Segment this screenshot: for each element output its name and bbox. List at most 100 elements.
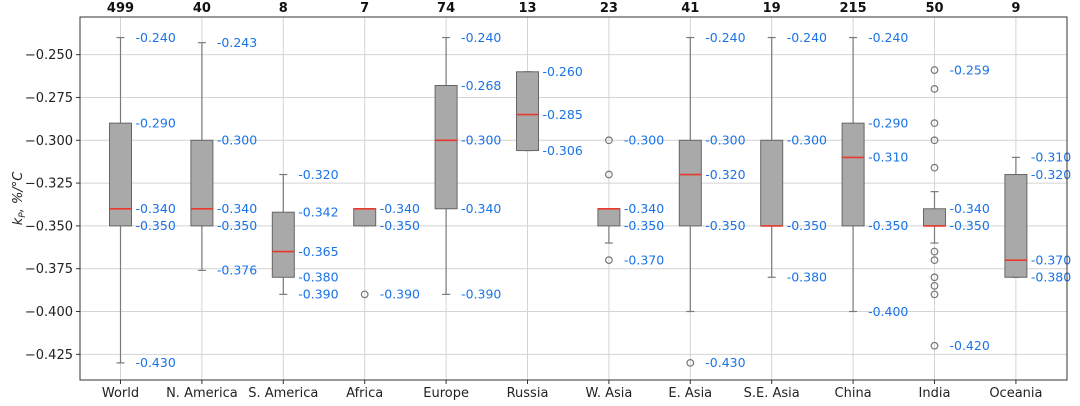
x-tick-label: S. America: [248, 386, 318, 401]
sample-count-label: 9: [1011, 1, 1020, 16]
value-label: -0.259: [950, 62, 990, 77]
box-russia: [516, 71, 539, 152]
value-label: -0.260: [543, 64, 583, 79]
box-world: [109, 122, 132, 227]
value-label: -0.300: [787, 133, 827, 148]
value-label: -0.240: [136, 30, 176, 45]
value-label: -0.290: [868, 115, 908, 130]
outlier-point: [605, 256, 613, 265]
value-label: -0.240: [787, 30, 827, 45]
outlier-point: [360, 290, 369, 299]
x-tick-label: Africa: [346, 386, 383, 401]
value-label: -0.400: [868, 304, 908, 319]
value-label: -0.320: [298, 167, 338, 182]
value-label: -0.240: [868, 30, 908, 45]
x-tick-label: Russia: [507, 386, 549, 401]
value-label: -0.430: [705, 355, 745, 370]
sample-count-label: 23: [600, 1, 618, 16]
value-label: -0.380: [787, 270, 827, 285]
value-label: -0.350: [705, 218, 745, 233]
value-label: -0.306: [543, 143, 583, 158]
y-tick-label: −0.400: [25, 305, 73, 320]
value-label: -0.370: [1031, 252, 1071, 267]
sample-count-label: 7: [360, 1, 369, 16]
x-tick-label: E. Asia: [668, 386, 712, 401]
value-label: -0.240: [461, 30, 501, 45]
box-oceania: [1004, 174, 1028, 278]
x-tick-label: World: [102, 386, 139, 401]
value-label: -0.300: [461, 133, 501, 148]
x-tick-label: Oceania: [989, 386, 1042, 401]
sample-count-label: 74: [437, 1, 455, 16]
sample-count-label: 499: [107, 1, 134, 16]
value-label: -0.350: [380, 218, 420, 233]
value-label: -0.342: [298, 204, 338, 219]
outlier-point: [930, 341, 939, 350]
value-label: -0.310: [1031, 150, 1071, 165]
sample-count-label: 215: [840, 1, 867, 16]
value-label: -0.350: [787, 218, 827, 233]
sample-count-label: 41: [681, 1, 699, 16]
y-tick-label: −0.250: [25, 48, 73, 63]
outlier-point: [605, 136, 613, 145]
outlier-point: [930, 247, 939, 256]
x-tick-label: India: [919, 386, 951, 401]
value-label: -0.285: [543, 107, 583, 122]
value-label: -0.340: [461, 201, 501, 216]
box-w-asia: [597, 208, 621, 227]
value-label: -0.290: [136, 115, 176, 130]
value-label: -0.240: [705, 30, 745, 45]
value-label: -0.380: [298, 270, 338, 285]
y-axis-label: kP, %/°C: [11, 171, 28, 225]
outlier-point: [930, 290, 939, 299]
value-label: -0.370: [624, 252, 664, 267]
y-tick-label: −0.425: [25, 348, 73, 363]
outlier-point: [930, 281, 939, 290]
y-tick-label: −0.350: [25, 219, 73, 234]
sample-count-label: 50: [925, 1, 943, 16]
value-label: -0.340: [950, 201, 990, 216]
sample-count-label: 13: [518, 1, 536, 16]
sample-count-label: 8: [279, 1, 288, 16]
value-label: -0.340: [624, 201, 664, 216]
outlier-point: [930, 163, 939, 172]
value-label: -0.376: [217, 263, 257, 278]
outlier-point: [930, 273, 939, 282]
x-tick-label: W. Asia: [585, 386, 632, 401]
sample-count-label: 40: [193, 1, 211, 16]
value-label: -0.300: [624, 133, 664, 148]
value-label: -0.390: [461, 287, 501, 302]
box-europe: [434, 84, 458, 210]
outlier-point: [930, 119, 939, 128]
x-tick-label: Europe: [423, 386, 469, 401]
y-tick-label: −0.375: [25, 262, 73, 277]
outlier-point: [605, 170, 613, 179]
value-label: -0.300: [705, 133, 745, 148]
plot-frame: [79, 16, 1068, 381]
value-label: -0.365: [298, 244, 338, 259]
value-label: -0.340: [217, 201, 257, 216]
value-label: -0.390: [380, 287, 420, 302]
outlier-point: [930, 85, 939, 93]
value-label: -0.350: [136, 218, 176, 233]
box-s-america: [271, 211, 295, 278]
box-china: [841, 122, 865, 227]
value-label: -0.350: [868, 218, 908, 233]
value-label: -0.430: [136, 355, 176, 370]
value-label: -0.320: [1031, 167, 1071, 182]
outlier-point: [930, 66, 939, 74]
value-label: -0.390: [298, 287, 338, 302]
value-label: -0.340: [136, 201, 176, 216]
y-tick-label: −0.325: [25, 177, 73, 192]
value-label: -0.420: [950, 338, 990, 353]
value-label: -0.350: [950, 218, 990, 233]
x-tick-label: China: [835, 386, 872, 401]
value-label: -0.350: [217, 218, 257, 233]
outlier-point: [930, 136, 939, 145]
value-label: -0.243: [217, 35, 257, 50]
value-label: -0.268: [461, 78, 501, 93]
box-india: [923, 208, 946, 227]
value-label: -0.380: [1031, 270, 1071, 285]
